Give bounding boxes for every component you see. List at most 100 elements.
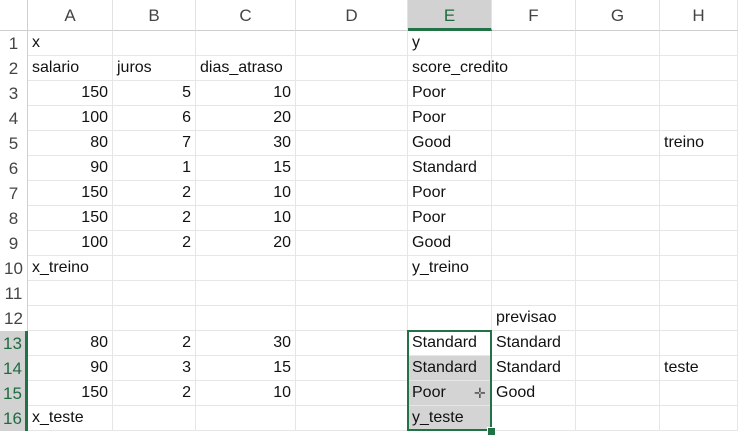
cell-g3[interactable] — [576, 81, 660, 106]
cell-b16[interactable] — [113, 406, 196, 431]
cell-f1[interactable] — [492, 31, 576, 56]
cell-c9[interactable]: 20 — [196, 231, 296, 256]
cell-a2[interactable]: salario — [28, 56, 113, 81]
cell-d14[interactable] — [296, 356, 408, 381]
row-header-3[interactable]: 3 — [0, 81, 28, 106]
cell-c5[interactable]: 30 — [196, 131, 296, 156]
column-header-h[interactable]: H — [660, 0, 738, 31]
cell-h2[interactable] — [660, 56, 738, 81]
cell-d4[interactable] — [296, 106, 408, 131]
column-header-d[interactable]: D — [296, 0, 408, 31]
cell-b9[interactable]: 2 — [113, 231, 196, 256]
cell-e16[interactable]: y_teste — [408, 406, 492, 431]
cell-d15[interactable] — [296, 381, 408, 406]
cell-a10[interactable]: x_treino — [28, 256, 113, 281]
cell-b15[interactable]: 2 — [113, 381, 196, 406]
cell-b11[interactable] — [113, 281, 196, 306]
row-header-4[interactable]: 4 — [0, 106, 28, 131]
row-header-1[interactable]: 1 — [0, 31, 28, 56]
cell-e7[interactable]: Poor — [408, 181, 492, 206]
cell-f2[interactable] — [492, 56, 576, 81]
cell-e2[interactable]: score_credito — [408, 56, 508, 81]
row-header-12[interactable]: 12 — [0, 306, 28, 331]
cell-b12[interactable] — [113, 306, 196, 331]
row-header-14[interactable]: 14 — [0, 356, 28, 381]
cell-f9[interactable] — [492, 231, 576, 256]
cell-a3[interactable]: 150 — [28, 81, 113, 106]
cell-d6[interactable] — [296, 156, 408, 181]
row-header-7[interactable]: 7 — [0, 181, 28, 206]
cell-c8[interactable]: 10 — [196, 206, 296, 231]
row-header-13[interactable]: 13 — [0, 331, 28, 356]
cell-e5[interactable]: Good — [408, 131, 492, 156]
cell-d9[interactable] — [296, 231, 408, 256]
cell-e3[interactable]: Poor — [408, 81, 492, 106]
cell-h9[interactable] — [660, 231, 738, 256]
cell-c13[interactable]: 30 — [196, 331, 296, 356]
cell-f8[interactable] — [492, 206, 576, 231]
cell-g1[interactable] — [576, 31, 660, 56]
cell-b8[interactable]: 2 — [113, 206, 196, 231]
select-all-corner[interactable] — [0, 0, 28, 31]
row-header-15[interactable]: 15 — [0, 381, 28, 406]
cell-a11[interactable] — [28, 281, 113, 306]
cell-d3[interactable] — [296, 81, 408, 106]
cell-a7[interactable]: 150 — [28, 181, 113, 206]
cell-c1[interactable] — [196, 31, 296, 56]
cell-h12[interactable] — [660, 306, 738, 331]
column-header-a[interactable]: A — [28, 0, 113, 31]
row-header-5[interactable]: 5 — [0, 131, 28, 156]
cell-g11[interactable] — [576, 281, 660, 306]
cell-g13[interactable] — [576, 331, 660, 356]
cell-d5[interactable] — [296, 131, 408, 156]
row-header-8[interactable]: 8 — [0, 206, 28, 231]
cell-a8[interactable]: 150 — [28, 206, 113, 231]
cell-f10[interactable] — [492, 256, 576, 281]
cell-g14[interactable] — [576, 356, 660, 381]
cell-f7[interactable] — [492, 181, 576, 206]
cell-h7[interactable] — [660, 181, 738, 206]
cell-a9[interactable]: 100 — [28, 231, 113, 256]
cell-a4[interactable]: 100 — [28, 106, 113, 131]
cell-e10[interactable]: y_treino — [408, 256, 492, 281]
cell-g5[interactable] — [576, 131, 660, 156]
column-header-c[interactable]: C — [196, 0, 296, 31]
fill-handle[interactable] — [487, 427, 496, 436]
cell-c11[interactable] — [196, 281, 296, 306]
cell-e13[interactable]: Standard — [408, 331, 492, 356]
cell-b3[interactable]: 5 — [113, 81, 196, 106]
cell-c3[interactable]: 10 — [196, 81, 296, 106]
cell-h15[interactable] — [660, 381, 738, 406]
cell-h4[interactable] — [660, 106, 738, 131]
cell-h10[interactable] — [660, 256, 738, 281]
cell-d1[interactable] — [296, 31, 408, 56]
row-header-9[interactable]: 9 — [0, 231, 28, 256]
row-header-10[interactable]: 10 — [0, 256, 28, 281]
cell-e11[interactable] — [408, 281, 492, 306]
cell-f14[interactable]: Standard — [492, 356, 576, 381]
cell-a14[interactable]: 90 — [28, 356, 113, 381]
cell-e14[interactable]: Standard — [408, 356, 492, 381]
cell-e1[interactable]: y — [408, 31, 492, 56]
cell-d2[interactable] — [296, 56, 408, 81]
cell-c10[interactable] — [196, 256, 296, 281]
cell-a5[interactable]: 80 — [28, 131, 113, 156]
cell-e15[interactable]: Poor — [408, 381, 492, 406]
cell-g7[interactable] — [576, 181, 660, 206]
column-header-g[interactable]: G — [576, 0, 660, 31]
cell-g4[interactable] — [576, 106, 660, 131]
cell-g6[interactable] — [576, 156, 660, 181]
row-header-16[interactable]: 16 — [0, 406, 28, 431]
cell-c12[interactable] — [196, 306, 296, 331]
cell-h8[interactable] — [660, 206, 738, 231]
cell-a16[interactable]: x_teste — [28, 406, 113, 431]
cell-d10[interactable] — [296, 256, 408, 281]
cell-c7[interactable]: 10 — [196, 181, 296, 206]
cell-a12[interactable] — [28, 306, 113, 331]
cell-f11[interactable] — [492, 281, 576, 306]
cell-h16[interactable] — [660, 406, 738, 431]
cell-f12[interactable]: previsao — [492, 306, 576, 331]
cell-a1[interactable]: x — [28, 31, 113, 56]
cell-h3[interactable] — [660, 81, 738, 106]
